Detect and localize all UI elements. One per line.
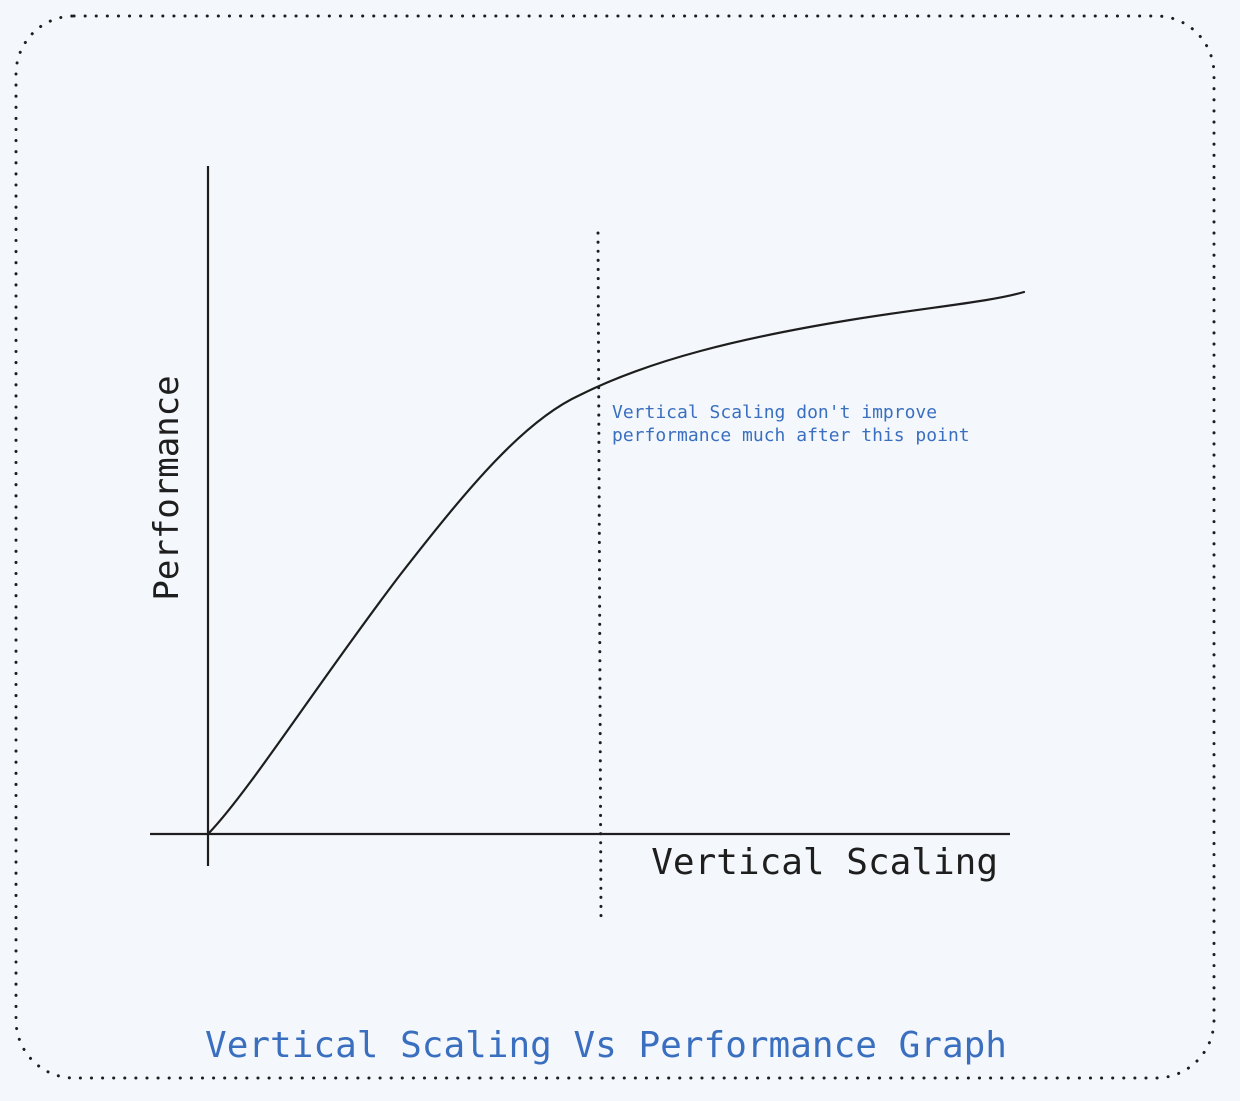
x-axis-label: Vertical Scaling: [651, 842, 998, 883]
diagram-caption: Vertical Scaling Vs Performance Graph: [205, 1025, 1007, 1066]
threshold-line: [596, 231, 603, 920]
annotation-line-1: Vertical Scaling don't improve: [612, 402, 937, 423]
annotation-line-2: performance much after this point: [612, 425, 970, 446]
dotted-frame: [14, 14, 1216, 1080]
y-axis-label: Performance: [147, 375, 187, 600]
performance-curve: [207, 290, 1026, 835]
